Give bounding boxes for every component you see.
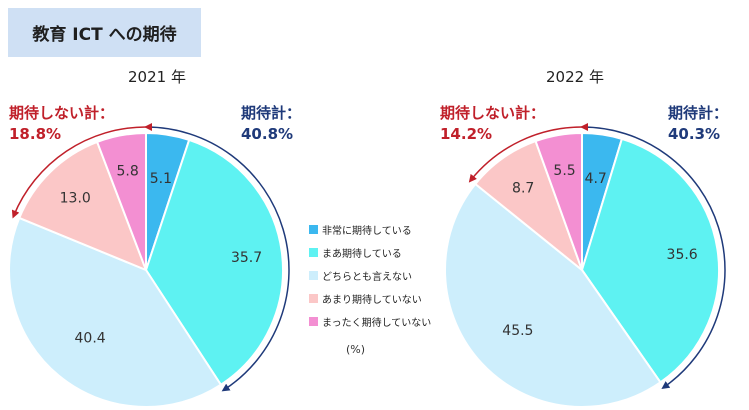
legend-swatch [309,248,318,257]
not-expect-total-2022: 14.2% [440,125,493,143]
pie-slice-not-much [17,140,148,272]
unit-label: (%) [346,343,366,356]
chart-title-2021: 2021 年 [128,68,186,86]
expect-label-2021: 期待計： [241,104,302,122]
legend-swatch [309,317,318,326]
legend-item: 非常に期待している [309,218,431,241]
legend-label: 非常に期待している [322,226,412,237]
arrow-start-marker [580,123,588,131]
legend-item: あまり期待していない [309,287,431,310]
legend-item: まあ期待している [309,241,431,264]
arrow-start-marker [144,123,152,131]
pie-2022: 4.7 35.6 45.5 8.7 5.5 [444,123,726,408]
pie-slice-not-at-all [534,131,583,271]
legend-label: どちらとも言えない [322,272,412,283]
not-expect-arrow [468,126,583,183]
slice-value-label: 35.6 [667,247,698,263]
legend: 非常に期待している まあ期待している どちらとも言えない あまり期待していない … [309,218,431,333]
not-expect-arrow [11,126,147,219]
slice-value-label: 35.7 [231,250,262,266]
pie-slice-neither [444,182,662,408]
slice-value-label: 5.8 [116,163,138,179]
legend-item: どちらとも言えない [309,264,431,287]
legend-swatch [309,225,318,234]
legend-label: まったく期待していない [322,318,432,329]
pie-slice-neither [8,216,223,408]
pie-slice-somewhat-expect [580,137,720,384]
expect-total-2021: 40.8% [241,125,294,143]
legend-label: あまり期待していない [322,295,422,306]
not-expect-label-2021: 期待しない計： [9,104,115,122]
slice-value-label: 40.4 [75,331,106,347]
not-expect-total-2021: 18.8% [9,125,62,143]
slice-value-label: 5.5 [553,163,575,179]
slice-value-label: 45.5 [502,323,533,339]
page-title: 教育 ICT への期待 [8,8,201,57]
slice-value-label: 4.7 [585,171,607,187]
expect-arrow [581,126,726,389]
expect-total-2022: 40.3% [668,125,721,143]
legend-item: まったく期待していない [309,310,431,333]
slice-value-label: 13.0 [60,190,91,206]
pie-slice-somewhat-expect [144,138,284,387]
chart-title-2022: 2022 年 [546,68,604,86]
pie-slice-not-at-all [95,131,147,271]
legend-swatch [309,294,318,303]
pie-2021: 5.1 35.7 40.4 13.0 5.8 [8,123,290,408]
not-expect-label-2022: 期待しない計： [440,104,546,122]
slice-value-label: 5.1 [150,171,172,187]
slice-value-label: 8.7 [512,180,534,196]
legend-swatch [309,271,318,280]
expect-label-2022: 期待計： [668,104,729,122]
legend-label: まあ期待している [322,249,402,260]
expect-arrow [145,126,290,392]
